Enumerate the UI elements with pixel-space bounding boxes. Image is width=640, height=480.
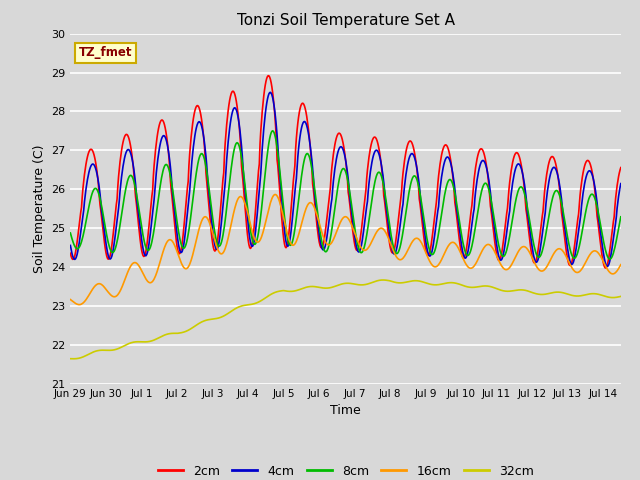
16cm: [476, 252, 484, 258]
8cm: [68, 238, 76, 244]
16cm: [303, 204, 310, 210]
32cm: [379, 277, 387, 283]
8cm: [476, 200, 483, 205]
Line: 8cm: 8cm: [70, 131, 621, 259]
4cm: [68, 253, 76, 259]
Title: Tonzi Soil Temperature Set A: Tonzi Soil Temperature Set A: [237, 13, 454, 28]
8cm: [323, 248, 330, 254]
32cm: [463, 284, 470, 289]
4cm: [267, 89, 275, 95]
4cm: [143, 250, 151, 255]
2cm: [476, 148, 483, 154]
16cm: [67, 297, 74, 302]
8cm: [269, 128, 276, 134]
16cm: [76, 302, 83, 308]
32cm: [67, 356, 74, 361]
2cm: [323, 217, 330, 223]
4cm: [462, 255, 470, 261]
32cm: [617, 293, 625, 299]
16cm: [271, 192, 278, 197]
32cm: [476, 284, 484, 289]
8cm: [462, 251, 470, 256]
Line: 32cm: 32cm: [70, 280, 621, 359]
8cm: [617, 214, 625, 220]
16cm: [324, 241, 332, 247]
Line: 4cm: 4cm: [70, 92, 621, 266]
4cm: [617, 181, 625, 187]
2cm: [302, 109, 310, 115]
2cm: [462, 249, 470, 254]
32cm: [323, 285, 330, 291]
Legend: 2cm, 4cm, 8cm, 16cm, 32cm: 2cm, 4cm, 8cm, 16cm, 32cm: [153, 460, 538, 480]
16cm: [145, 279, 152, 285]
4cm: [476, 165, 483, 171]
Line: 2cm: 2cm: [70, 76, 621, 268]
16cm: [617, 262, 625, 267]
4cm: [604, 264, 611, 269]
8cm: [302, 152, 310, 157]
2cm: [264, 73, 272, 79]
2cm: [602, 265, 609, 271]
Line: 16cm: 16cm: [70, 194, 621, 305]
32cm: [302, 285, 310, 290]
16cm: [68, 299, 76, 304]
8cm: [143, 247, 151, 253]
2cm: [617, 165, 625, 170]
32cm: [145, 339, 152, 345]
Text: TZ_fmet: TZ_fmet: [79, 47, 132, 60]
8cm: [606, 256, 614, 262]
Y-axis label: Soil Temperature (C): Soil Temperature (C): [33, 144, 45, 273]
2cm: [67, 251, 74, 256]
4cm: [323, 236, 330, 241]
32cm: [68, 356, 76, 361]
4cm: [67, 242, 74, 248]
8cm: [67, 230, 74, 236]
32cm: [70, 356, 77, 361]
4cm: [302, 120, 310, 126]
2cm: [143, 238, 151, 243]
16cm: [463, 263, 470, 268]
2cm: [68, 256, 76, 262]
X-axis label: Time: Time: [330, 405, 361, 418]
